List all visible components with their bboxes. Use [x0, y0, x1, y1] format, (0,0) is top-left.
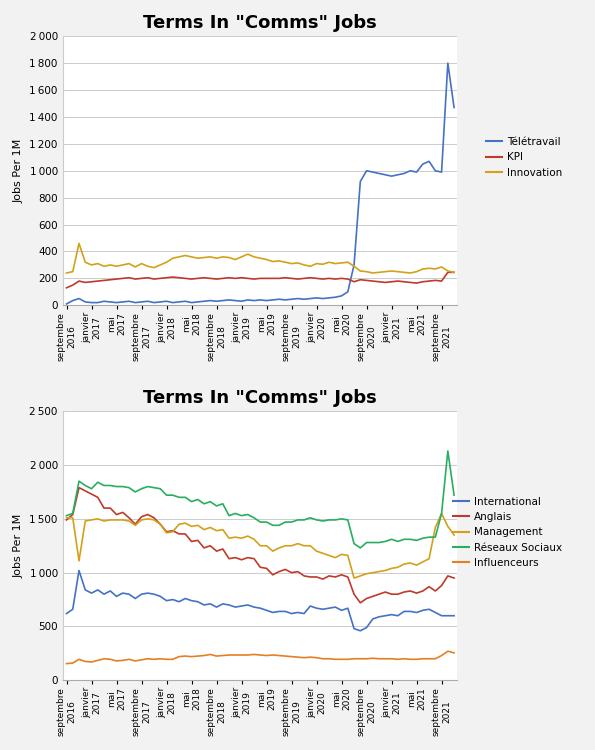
- Legend: International, Anglais, Management, Réseaux Sociaux, Influenceurs: International, Anglais, Management, Rése…: [453, 497, 562, 568]
- Title: Terms In "Comms" Jobs: Terms In "Comms" Jobs: [143, 389, 377, 407]
- Y-axis label: Jobs Per 1M: Jobs Per 1M: [14, 514, 24, 578]
- Title: Terms In "Comms" Jobs: Terms In "Comms" Jobs: [143, 14, 377, 32]
- Y-axis label: Jobs Per 1M: Jobs Per 1M: [14, 139, 24, 203]
- Legend: Télétravail, KPI, Innovation: Télétravail, KPI, Innovation: [486, 137, 562, 178]
